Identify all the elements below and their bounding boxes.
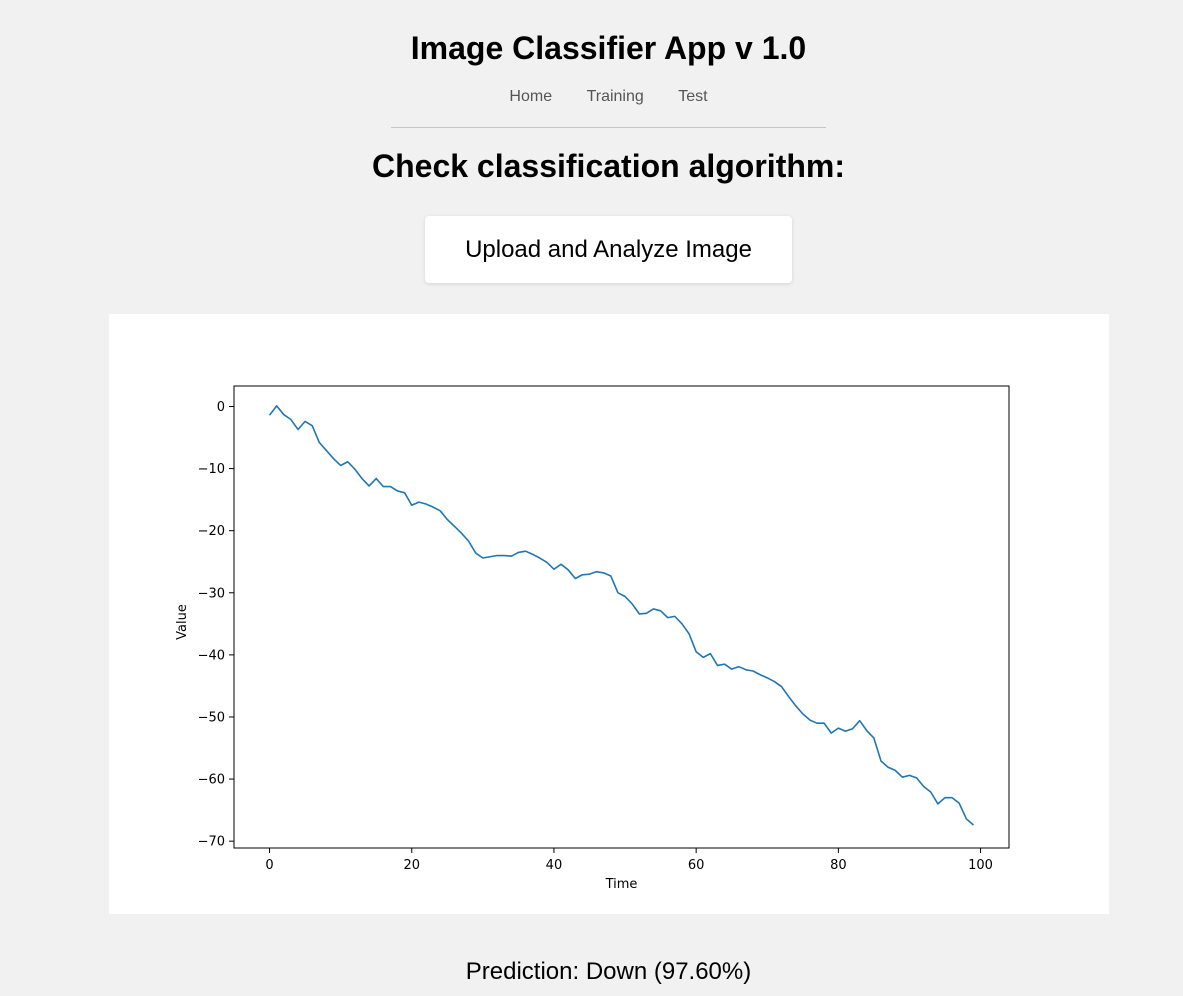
y-tick-label: −20: [198, 524, 225, 539]
x-tick-label: 80: [830, 858, 847, 873]
chart-panel: 0 −10 −20 −30 −40 −50 −60 −70 0 20 40 60 80 100 Time…: [109, 314, 1109, 914]
y-tick-label: −60: [198, 773, 225, 788]
nav-home-link[interactable]: Home: [509, 88, 553, 105]
y-axis-label: Value: [175, 604, 190, 640]
plot-area-frame: [233, 385, 1010, 849]
line-chart: 0 −10 −20 −30 −40 −50 −60 −70 0 20 40 60 80 100 Time…: [175, 385, 1010, 892]
y-tick-label: −10: [198, 462, 225, 477]
x-tick-label: 60: [688, 858, 705, 873]
y-tick-label: 0: [217, 400, 225, 415]
y-axis-ticks: 0 −10 −20 −30 −40 −50 −60 −70: [198, 400, 234, 850]
nav-divider: [391, 127, 826, 128]
app-title: Image Classifier App v 1.0: [410, 30, 807, 66]
x-axis-label: Time: [605, 877, 638, 892]
x-axis-ticks: 0 20 40 60 80 100: [265, 848, 993, 873]
x-tick-label: 40: [546, 858, 563, 873]
y-tick-label: −40: [198, 648, 225, 663]
y-tick-label: −50: [198, 710, 225, 725]
x-tick-label: 20: [403, 858, 420, 873]
x-tick-label: 0: [265, 858, 273, 873]
prediction-result: Prediction: Down (97.60%): [465, 958, 752, 985]
series-line: [268, 405, 974, 826]
main-nav: Home Training Test: [0, 86, 1183, 108]
nav-training-link[interactable]: Training: [586, 88, 644, 105]
y-tick-label: −30: [198, 586, 225, 601]
x-tick-label: 100: [968, 858, 993, 873]
upload-analyze-button[interactable]: Upload and Analyze Image: [425, 216, 792, 283]
section-heading: Check classification algorithm:: [371, 148, 845, 184]
nav-test-link[interactable]: Test: [678, 88, 708, 105]
y-tick-label: −70: [198, 835, 225, 850]
